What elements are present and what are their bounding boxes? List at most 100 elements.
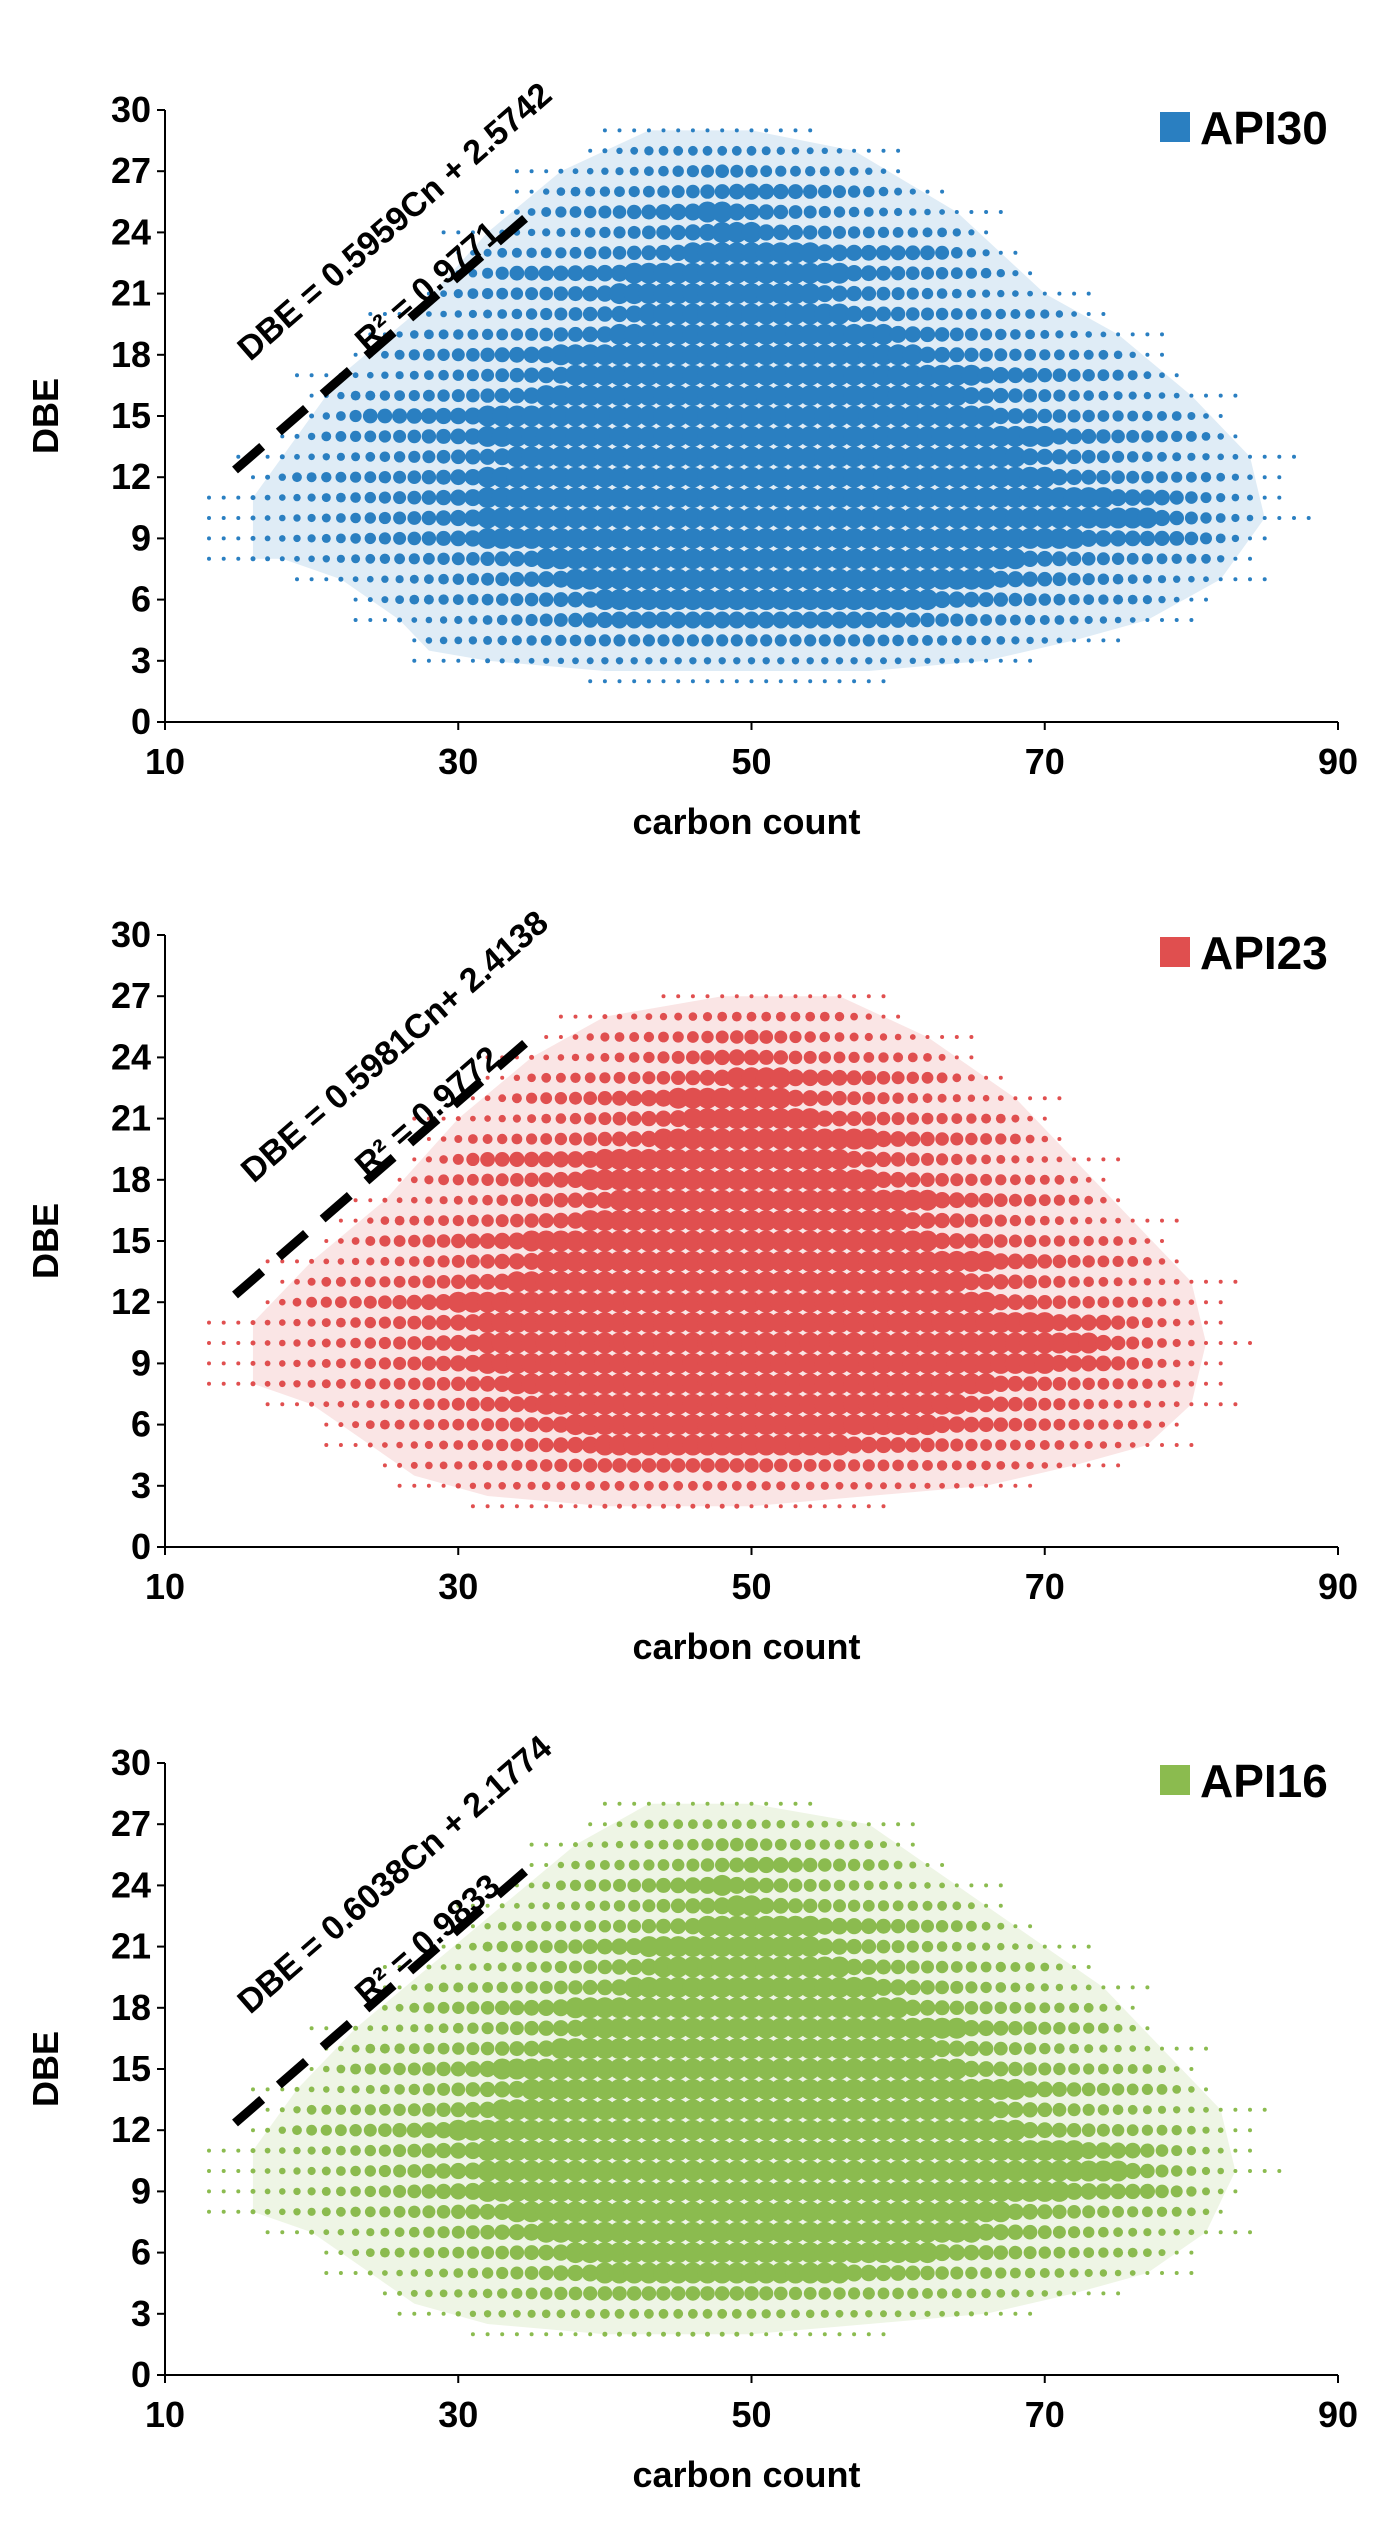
- scatter-point: [594, 1373, 616, 1395]
- scatter-point: [702, 145, 713, 156]
- scatter-point: [498, 2310, 507, 2318]
- scatter-point: [749, 994, 754, 999]
- scatter-point: [890, 612, 906, 628]
- scatter-point: [711, 1434, 733, 1456]
- scatter-point: [447, 2119, 469, 2141]
- scatter-point: [410, 330, 419, 339]
- scatter-point: [579, 507, 601, 529]
- scatter-point: [394, 349, 405, 360]
- scatter-point: [1055, 1983, 1064, 1992]
- scatter-point: [861, 1939, 877, 1954]
- scatter-point: [1126, 2124, 1139, 2137]
- scatter-point: [599, 1072, 611, 1084]
- scatter-point: [392, 2123, 407, 2138]
- scatter-point: [690, 994, 695, 999]
- scatter-point: [697, 323, 718, 345]
- scatter-point: [775, 165, 787, 177]
- scatter-point: [682, 548, 704, 570]
- scatter-point: [804, 634, 817, 647]
- scatter-point: [711, 1393, 733, 1415]
- scatter-point: [307, 2207, 316, 2216]
- scatter-point: [441, 1483, 446, 1488]
- scatter-point: [535, 507, 557, 529]
- scatter-point: [617, 679, 622, 684]
- scatter-point: [933, 1232, 951, 1250]
- scatter-point: [1126, 1357, 1139, 1370]
- scatter-point: [819, 1031, 831, 1043]
- scatter-point: [526, 1961, 537, 1973]
- scatter-point: [527, 2309, 536, 2318]
- scatter-point: [465, 1233, 481, 1249]
- scatter-point: [351, 1257, 360, 1266]
- scatter-point: [850, 657, 858, 665]
- scatter-point: [711, 1936, 733, 1958]
- scatter-point: [529, 1863, 534, 1867]
- scatter-point: [946, 2119, 968, 2141]
- scatter-point: [965, 2266, 978, 2280]
- scatter-point: [482, 1194, 493, 1206]
- scatter-point: [1040, 1983, 1049, 1992]
- scatter-point: [408, 2205, 421, 2218]
- scatter-point: [579, 2038, 601, 2060]
- scatter-point: [306, 472, 317, 483]
- scatter-point: [452, 1418, 465, 1431]
- scatter-point: [1170, 2185, 1183, 2198]
- scatter-point: [711, 2160, 733, 2182]
- scatter-point: [755, 323, 777, 345]
- x-tick-label: 30: [438, 741, 478, 782]
- scatter-point: [1142, 2064, 1153, 2074]
- scatter-point: [646, 128, 651, 133]
- scatter-point: [495, 572, 510, 587]
- scatter-point: [565, 527, 586, 549]
- scatter-point: [1155, 2184, 1169, 2199]
- scatter-point: [946, 1291, 968, 1313]
- scatter-point: [921, 1940, 934, 1953]
- scatter-point: [902, 2180, 924, 2202]
- scatter-point: [887, 364, 909, 386]
- scatter-point: [653, 507, 674, 529]
- scatter-point: [995, 1133, 1007, 1145]
- scatter-point: [638, 405, 660, 427]
- scatter-point: [846, 1070, 862, 1086]
- scatter-point: [785, 1414, 806, 1436]
- scatter-point: [770, 2119, 792, 2141]
- scatter-point: [466, 573, 479, 586]
- scatter-point: [565, 1373, 586, 1395]
- scatter-point: [236, 454, 241, 459]
- scatter-point: [321, 2166, 331, 2176]
- scatter-point: [799, 1271, 821, 1293]
- scatter-point: [538, 1151, 555, 1168]
- scatter-point: [550, 2099, 572, 2121]
- scatter-point: [887, 2242, 909, 2264]
- scatter-point: [661, 994, 666, 999]
- scatter-point: [1042, 1116, 1047, 1121]
- scatter-point: [483, 1962, 492, 1972]
- scatter-point: [408, 390, 420, 402]
- scatter-point: [711, 201, 733, 223]
- scatter-point: [960, 364, 982, 386]
- scatter-point: [1034, 527, 1056, 549]
- scatter-point: [734, 1801, 739, 1806]
- scatter-point: [511, 247, 522, 258]
- scatter-point: [638, 2099, 660, 2121]
- scatter-point: [858, 1976, 880, 1998]
- scatter-point: [469, 2310, 477, 2317]
- scatter-point: [755, 283, 777, 305]
- scatter-point: [1054, 2268, 1065, 2278]
- scatter-point: [777, 657, 785, 665]
- scatter-point: [353, 618, 358, 622]
- scatter-point: [1057, 1137, 1062, 1141]
- scatter-point: [644, 1819, 654, 1829]
- scatter-point: [464, 1314, 482, 1332]
- scatter-point: [858, 1210, 880, 1232]
- scatter-point: [776, 146, 785, 155]
- scatter-point: [877, 1092, 890, 1105]
- scatter-point: [481, 2022, 494, 2035]
- scatter-point: [843, 2160, 865, 2182]
- scatter-point: [594, 2078, 616, 2100]
- scatter-point: [523, 2040, 540, 2057]
- scatter-point: [470, 250, 476, 256]
- scatter-point: [535, 2201, 557, 2223]
- scatter-point: [764, 1801, 769, 1806]
- scatter-point: [755, 2099, 777, 2121]
